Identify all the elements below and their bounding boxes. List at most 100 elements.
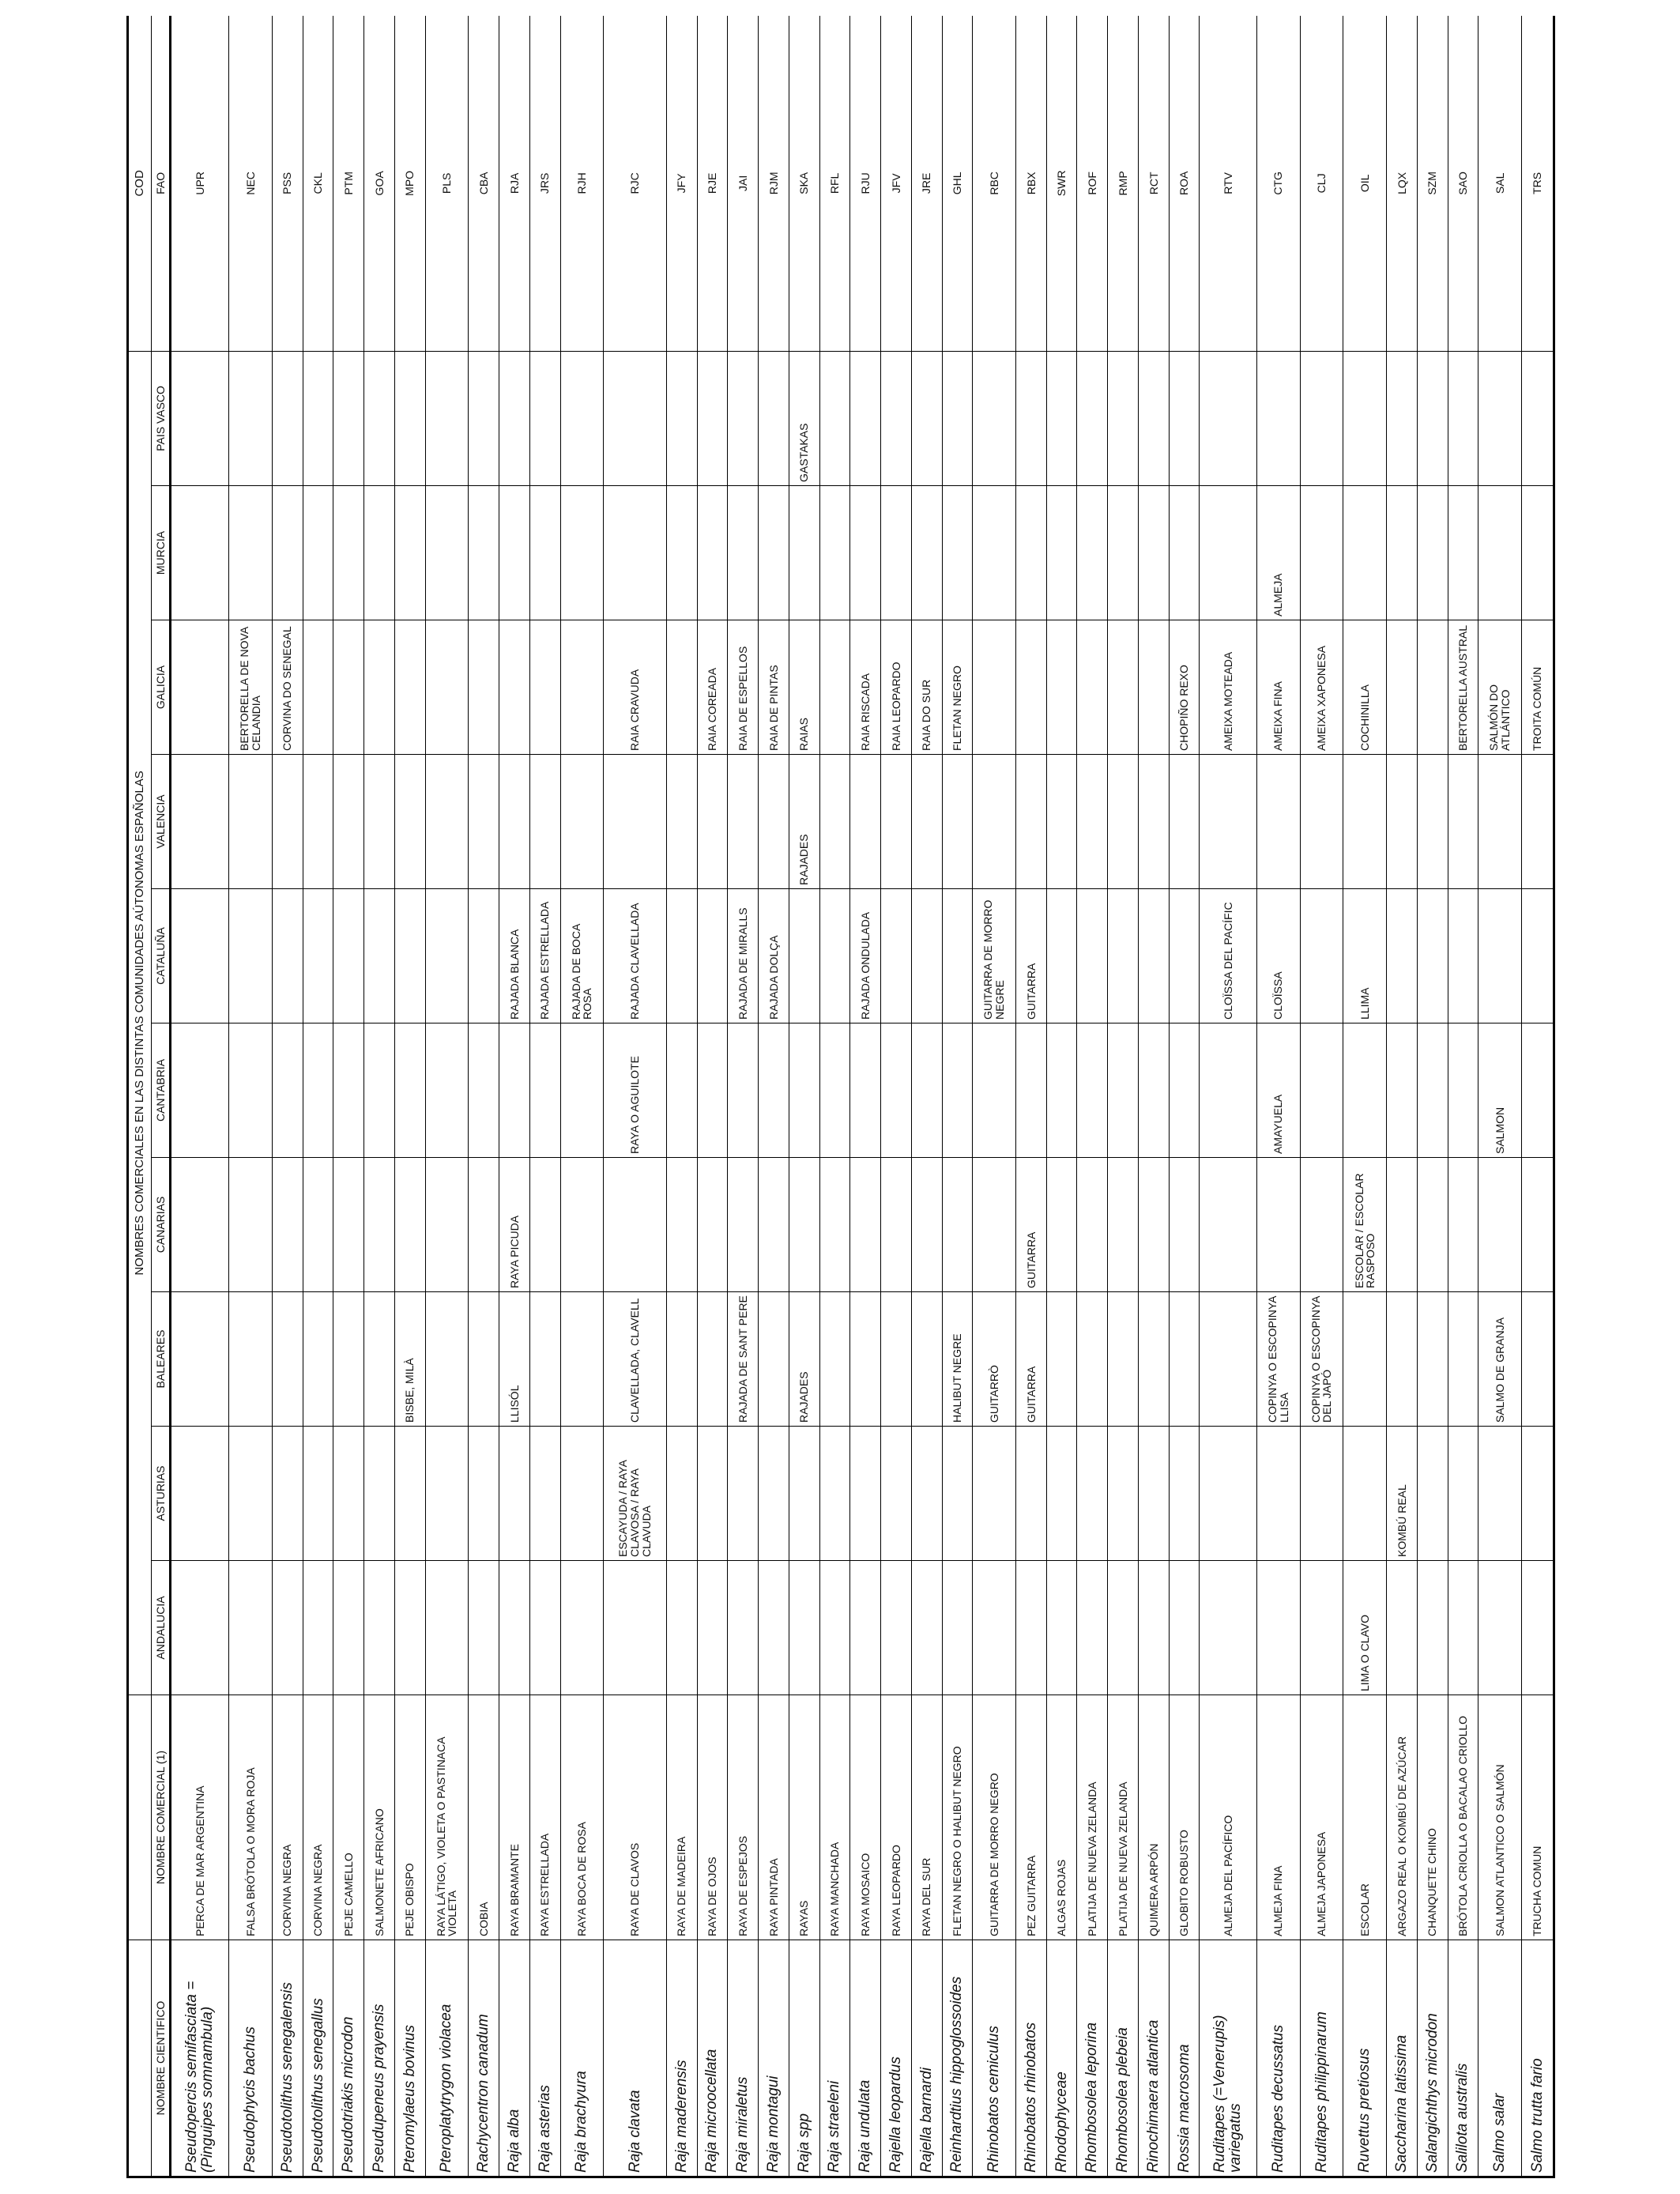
header-regions-group: NOMBRES COMERCIALES EN LAS DISTINTAS COM… [127,351,152,1695]
region-name-cell [1386,351,1418,486]
region-name-cell: RAJADA CLAVELLADA [603,888,667,1023]
table-row: Raja microocellata RAYA DE OJOS RAIA COREA… [697,16,728,2177]
region-name-cell [333,1157,364,1292]
region-name-cell [1046,888,1077,1023]
region-name-cell [727,1560,759,1695]
region-name-cell [333,620,364,755]
region-name-cell [758,1157,789,1292]
commercial-name-cell: RAYA MOSAICO [849,1695,881,1940]
table-row: Raja miraletus RAYA DE ESPEJOS RAJADA DE S… [727,16,759,2177]
fao-code-cell: LQX [1386,16,1418,352]
fao-code-cell: SAO [1448,16,1478,352]
region-name-cell [727,1023,759,1158]
region-name-cell [1478,1157,1522,1292]
fao-code-cell: JRE [911,16,943,352]
region-name-cell [972,1157,1016,1292]
region-name-cell [972,1426,1016,1561]
scientific-name-cell: Pseudotolithus senegallus [303,1940,333,2177]
commercial-name-cell: ALMEJA FINA [1256,1695,1301,1940]
region-name-cell: RAJADA ONDULADA [849,888,881,1023]
table-row: Rajella barnardi RAYA DEL SUR RAIA DO SUR J… [911,16,943,2177]
commercial-name-cell: SALMON ATLANTICO O SALMÓN [1478,1695,1522,1940]
table-row: Ruditapes decussatus ALMEJA FINA COPINYA O… [1256,16,1301,2177]
region-name-cell [789,1560,820,1695]
region-name-cell [1107,620,1139,755]
region-name-cell [394,1157,426,1292]
region-name-cell [972,351,1016,486]
region-name-cell [666,1426,698,1561]
fao-code-cell: PTM [333,16,364,352]
region-name-cell: COPINYA O ESCOPINYA DEL JAPÓ [1300,1291,1343,1427]
region-name-cell [1448,1157,1478,1292]
region-name-cell [1300,1560,1343,1695]
scientific-name-cell: Salilota australis [1448,1940,1478,2177]
region-name-cell [1199,485,1257,620]
fao-code-cell: RJA [499,16,530,352]
commercial-name-cell: TRUCHA COMUN [1521,1695,1554,1940]
region-name-cell [560,1426,604,1561]
region-name-cell [303,754,333,889]
table-row: Rajella leopardus RAYA LEOPARDO RAIA LEOPA… [880,16,912,2177]
fao-code-cell: JRS [529,16,561,352]
scientific-name-cell: Raja alba [499,1940,530,2177]
region-name-cell [1478,351,1522,486]
fao-code-cell: PLS [425,16,469,352]
commercial-name-cell: RAYA ESTRELLADA [529,1695,561,1940]
region-name-cell [758,351,789,486]
region-name-cell [1107,1560,1139,1695]
region-name-cell [1138,485,1170,620]
region-name-cell [1478,1560,1522,1695]
region-name-cell [425,1023,469,1158]
region-name-cell [1076,351,1108,486]
table-row: Pseudotriakis microdon PEJE CAMELLO PTM [333,16,364,2177]
region-name-cell [499,485,530,620]
region-name-cell [666,888,698,1023]
region-name-cell: FLETAN NEGRO [942,620,973,755]
region-name-cell [666,1291,698,1427]
region-name-cell [1076,888,1108,1023]
region-name-cell [529,1157,561,1292]
fao-code-cell: JAI [727,16,759,352]
header-blank-left [127,1940,152,2177]
region-name-cell [1107,888,1139,1023]
region-name-cell [1521,485,1554,620]
region-name-cell [1199,1426,1257,1561]
table-row: Salmo trutta fario TRUCHA COMUN TROITA COM… [1521,16,1554,2177]
region-name-cell [499,1560,530,1695]
region-name-cell [394,485,426,620]
region-name-cell [170,888,229,1023]
region-name-cell [1386,485,1418,620]
region-name-cell [1107,1426,1139,1561]
region-name-cell [363,888,395,1023]
region-name-cell [468,888,499,1023]
region-name-cell [942,1023,973,1158]
fao-code-cell: NEC [228,16,273,352]
species-names-table: NOMBRES COMERCIALES EN LAS DISTINTAS COM… [126,16,1555,2178]
region-name-cell [425,888,469,1023]
fao-code-cell: RJE [697,16,728,352]
region-name-cell [1169,1426,1200,1561]
region-name-cell [666,351,698,486]
region-name-cell [911,1157,943,1292]
region-name-cell [1107,351,1139,486]
region-name-cell [727,351,759,486]
fao-code-cell: TRS [1521,16,1554,352]
region-name-cell [727,485,759,620]
region-name-cell [1300,1157,1343,1292]
region-name-cell [468,1560,499,1695]
region-name-cell [942,351,973,486]
region-name-cell [499,620,530,755]
region-name-cell: LLIMA [1343,888,1387,1023]
table-row: Pseudophycis bachus FALSA BRÓTOLA O MORA … [228,16,273,2177]
header-region: PAIS VASCO [151,351,171,486]
region-name-cell: HALIBUT NEGRE [942,1291,973,1427]
region-name-cell: RAIA LEOPARDO [880,620,912,755]
region-name-cell [228,1560,273,1695]
region-name-cell: RAYA O AGUILOTE [603,1023,667,1158]
region-name-cell [758,1560,789,1695]
scientific-name-cell: Pseudophycis bachus [228,1940,273,2177]
region-name-cell [1417,888,1448,1023]
region-name-cell [697,485,728,620]
region-name-cell [603,351,667,486]
region-name-cell [911,485,943,620]
